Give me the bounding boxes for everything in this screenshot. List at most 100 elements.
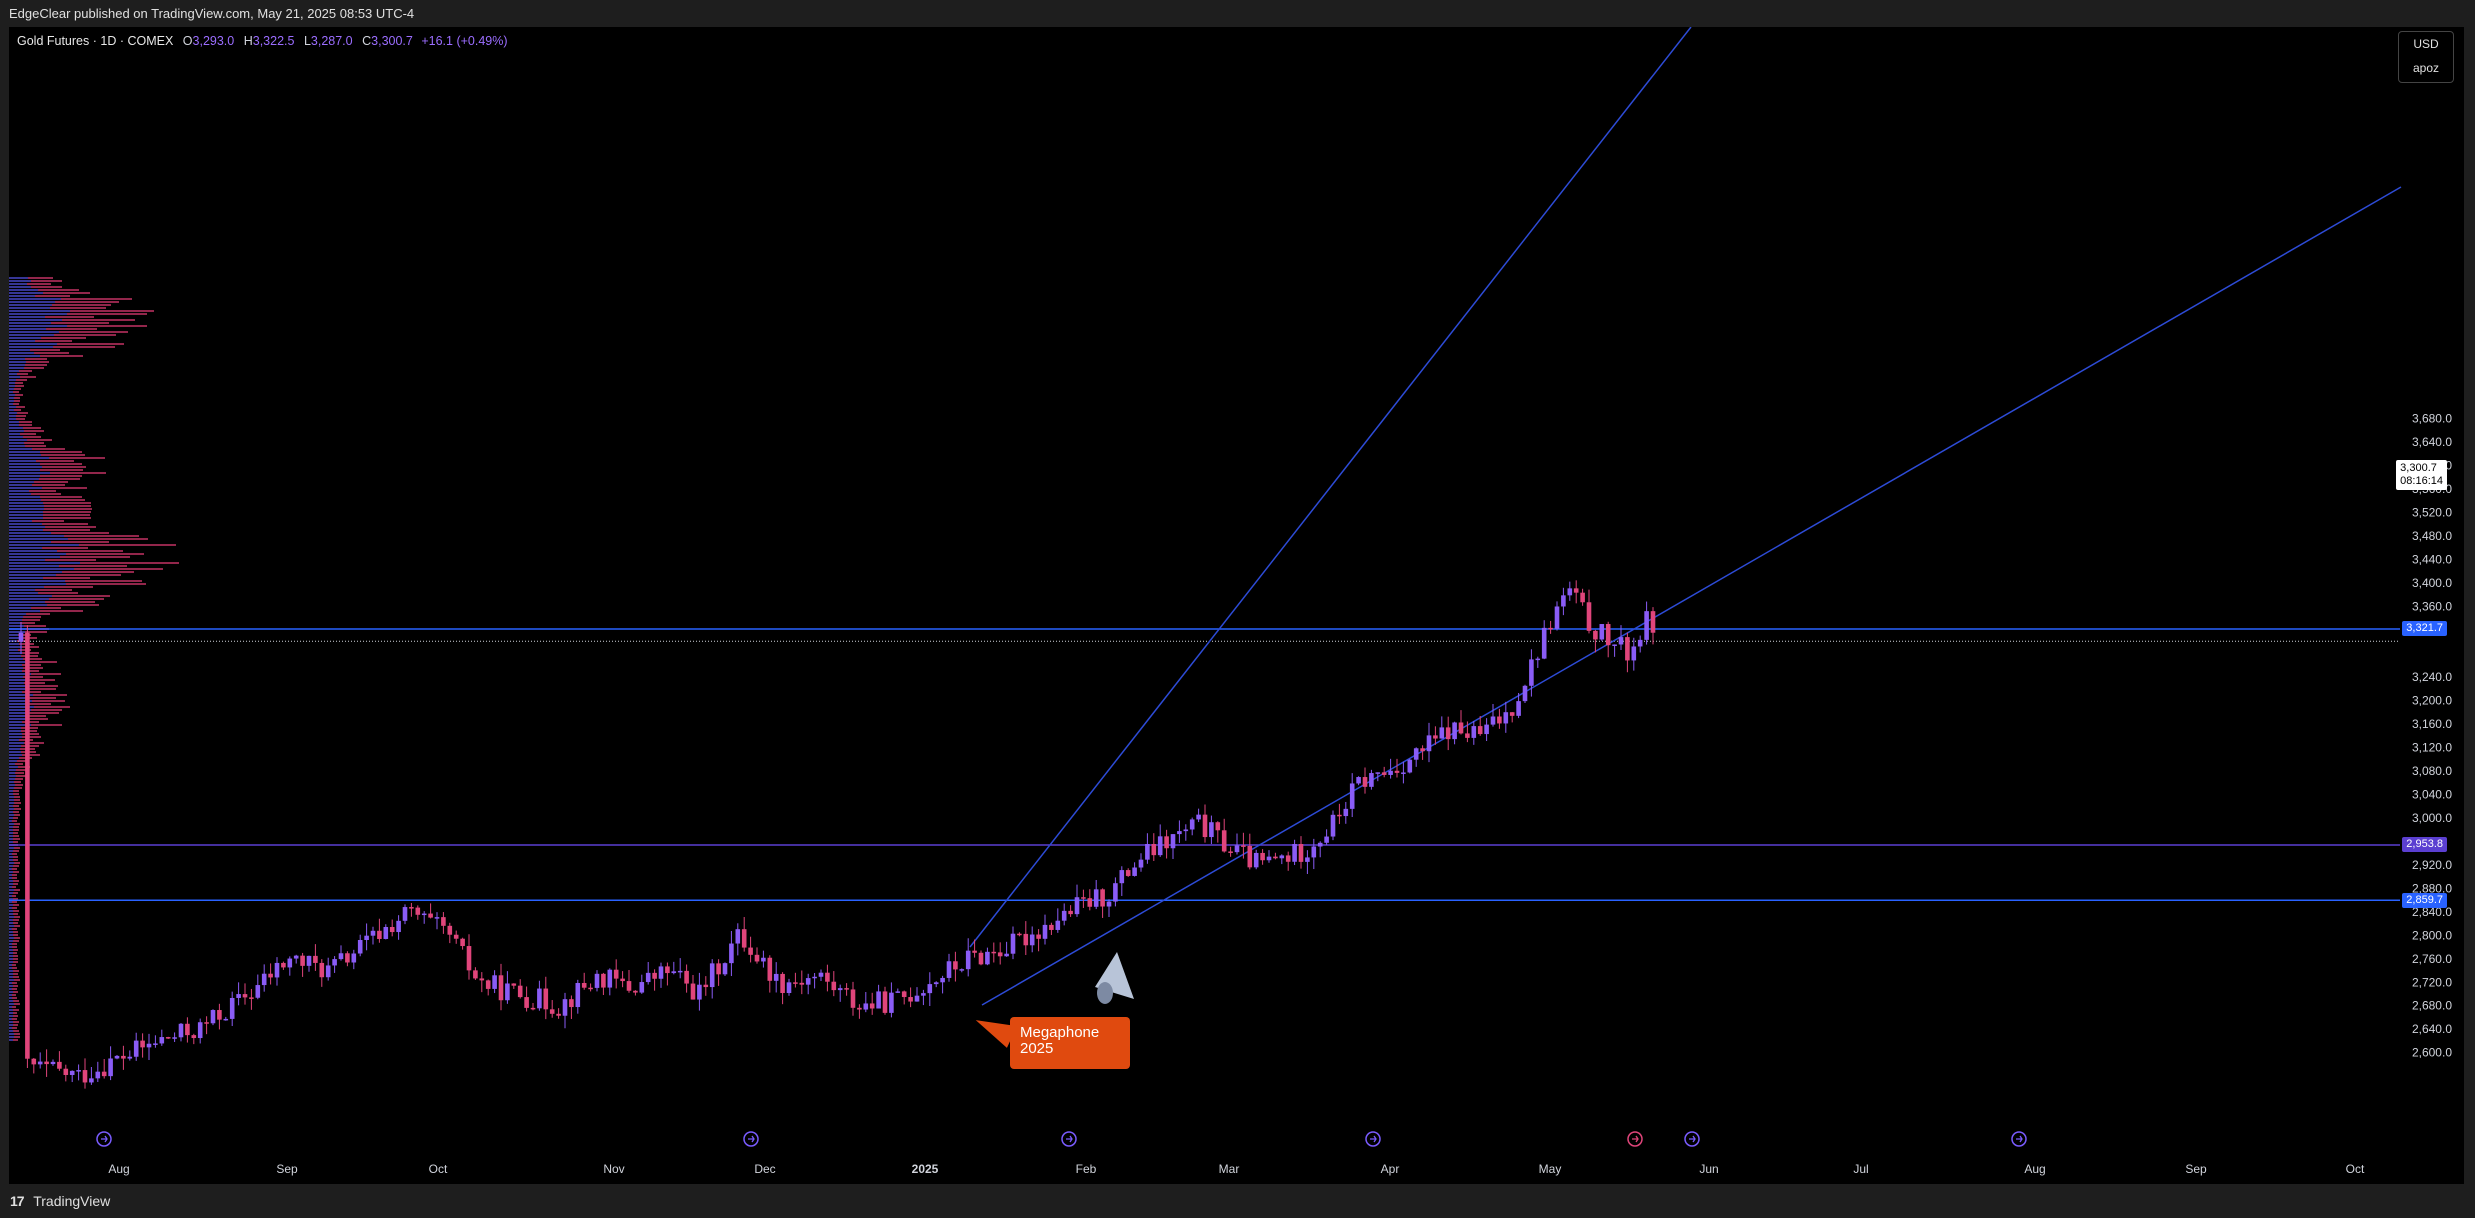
volume-profile-row: [38, 592, 78, 594]
volume-profile-row: [44, 508, 92, 510]
volume-profile-row: [22, 736, 41, 738]
volume-profile-row: [13, 958, 18, 960]
volume-profile-row: [16, 406, 25, 408]
candle-body: [914, 995, 920, 1002]
volume-profile-row: [35, 295, 70, 297]
volume-profile-row: [13, 850, 19, 852]
volume-profile-row: [26, 718, 48, 720]
volume-profile-row: [31, 709, 62, 711]
candle-body: [1401, 772, 1406, 774]
candle-body: [844, 988, 849, 990]
volume-profile-row: [9, 937, 14, 939]
chart-pane[interactable]: 3,680.03,640.03,600.03,560.03,520.03,480…: [9, 27, 2464, 1184]
candle-body: [63, 1068, 69, 1075]
volume-profile-row: [17, 373, 28, 375]
volume-profile-row: [9, 877, 12, 879]
price-axis-tick: 3,080.0: [2412, 764, 2452, 778]
event-marker-icon[interactable]: [1627, 1131, 1643, 1147]
volume-profile-row: [9, 856, 13, 858]
candle-body: [121, 1055, 126, 1059]
volume-profile-row: [9, 661, 29, 663]
volume-profile-row: [9, 601, 45, 603]
candle-body: [1490, 716, 1496, 725]
volume-profile-row: [12, 901, 17, 903]
volume-profile-row: [53, 346, 115, 348]
volume-profile-row: [15, 784, 23, 786]
candle-body: [332, 959, 337, 966]
volume-profile-row: [50, 472, 106, 474]
volume-profile-row: [17, 760, 29, 762]
event-marker-icon[interactable]: [743, 1131, 759, 1147]
volume-profile-row: [9, 658, 23, 660]
footer-brand[interactable]: TradingView: [33, 1193, 111, 1209]
volume-profile-row: [9, 490, 29, 492]
price-axis-tick: 3,520.0: [2412, 505, 2452, 519]
volume-profile-row: [12, 943, 17, 945]
volume-profile-row: [9, 838, 13, 840]
volume-profile-row: [32, 484, 65, 486]
price-axis-tick: 3,400.0: [2412, 576, 2452, 590]
event-marker-icon[interactable]: [96, 1131, 112, 1147]
volume-profile-row: [12, 1006, 16, 1008]
volume-profile-row: [9, 1012, 13, 1014]
event-marker-icon[interactable]: [2011, 1131, 2027, 1147]
volume-profile-row: [9, 685, 30, 687]
volume-profile-row: [9, 493, 31, 495]
volume-profile-row: [49, 598, 104, 600]
volume-profile-row: [25, 631, 47, 633]
volume-profile-row: [9, 991, 13, 993]
megaphone-callout[interactable]: Megaphone 2025: [1010, 1017, 1130, 1069]
megaphone-lower-trendline[interactable]: [981, 186, 2402, 1006]
volume-profile-row: [16, 775, 26, 777]
volume-profile-row: [14, 916, 20, 918]
candle-body: [1445, 727, 1451, 740]
volume-profile-row: [14, 397, 20, 399]
volume-profile-row: [9, 733, 22, 735]
candle-body: [511, 983, 517, 986]
event-marker-icon[interactable]: [1684, 1131, 1700, 1147]
volume-profile-row: [9, 589, 35, 591]
volume-profile-row: [65, 580, 142, 582]
event-marker-icon[interactable]: [1365, 1131, 1381, 1147]
volume-profile-row: [9, 919, 13, 921]
volume-profile-row: [9, 286, 31, 288]
volume-profile-row: [13, 871, 19, 873]
volume-profile-row: [16, 415, 26, 417]
volume-profile-row: [9, 304, 52, 306]
volume-profile-row: [9, 292, 43, 294]
event-marker-icon[interactable]: [1061, 1131, 1077, 1147]
volume-profile-row: [23, 676, 43, 678]
volume-profile-row: [59, 565, 127, 567]
volume-profile-row: [9, 673, 31, 675]
volume-profile-row: [13, 952, 17, 954]
volume-profile-row: [44, 505, 91, 507]
volume-profile-row: [9, 931, 13, 933]
volume-profile-row: [64, 535, 139, 537]
volume-profile-row: [9, 454, 41, 456]
volume-profile-row: [13, 805, 19, 807]
symbol-name[interactable]: Gold Futures · 1D · COMEX: [17, 34, 174, 48]
volume-profile-row: [9, 895, 12, 897]
volume-profile-row: [9, 526, 45, 528]
volume-profile-row: [12, 886, 16, 888]
volume-profile-row: [13, 829, 19, 831]
volume-profile-row: [9, 598, 49, 600]
candle-body: [799, 982, 805, 985]
tradingview-logo-icon[interactable]: 17: [10, 1193, 25, 1209]
candle-body: [901, 991, 907, 998]
candle-body: [927, 984, 933, 994]
volume-profile-row: [9, 724, 31, 726]
chart-canvas[interactable]: 3,680.03,640.03,600.03,560.03,520.03,480…: [9, 27, 2464, 1184]
volume-profile-row: [9, 751, 21, 753]
time-axis-label: Nov: [603, 1162, 624, 1176]
volume-profile-row: [9, 1000, 13, 1002]
megaphone-upper-trendline[interactable]: [969, 27, 1692, 948]
volume-profile-row: [19, 370, 32, 372]
volume-profile-row: [9, 466, 42, 468]
candle-body: [645, 972, 651, 983]
currency-unit-selector[interactable]: USD apoz: [2398, 31, 2454, 83]
volume-profile-row: [9, 523, 42, 525]
volume-profile-row: [45, 559, 96, 561]
candle-body: [370, 930, 376, 936]
candle-body: [1119, 870, 1125, 884]
